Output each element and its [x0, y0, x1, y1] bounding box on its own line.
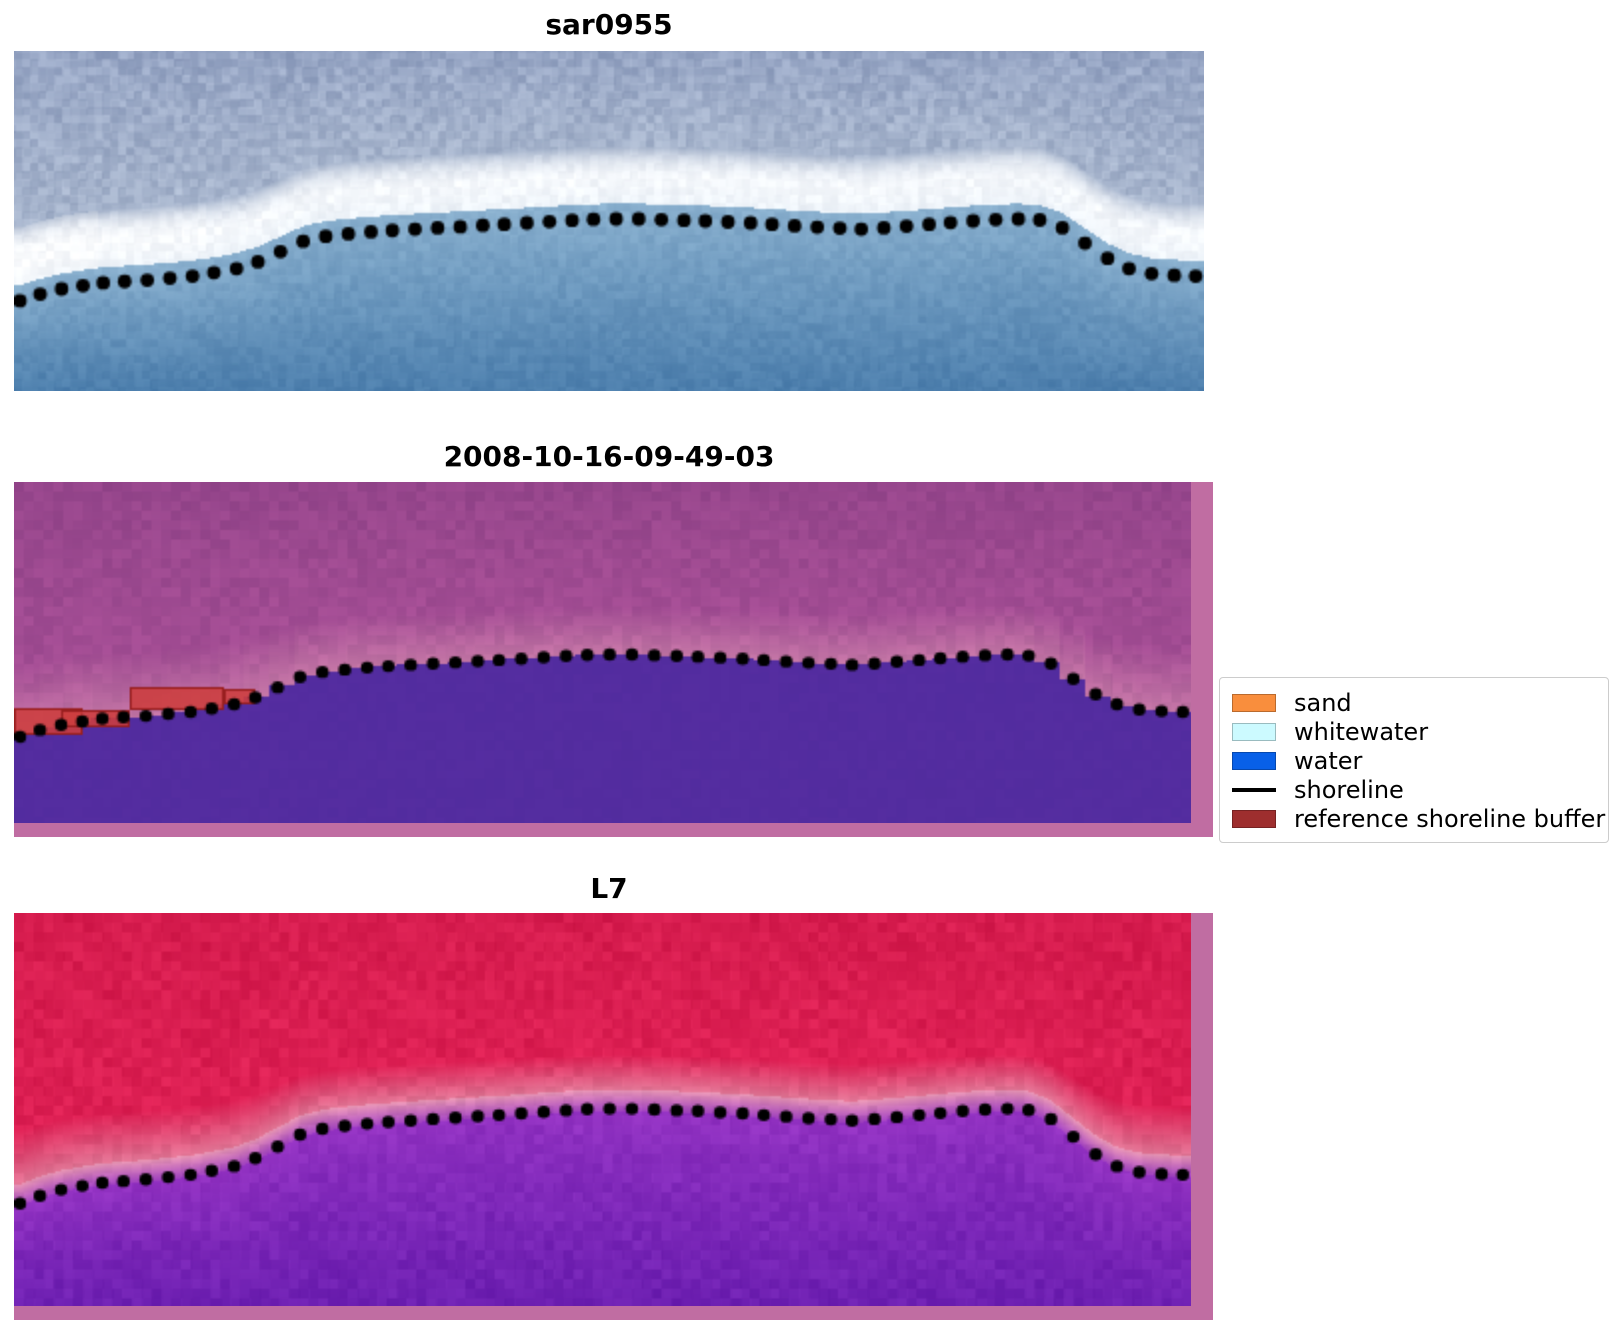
- sar-image-canvas: [14, 51, 1204, 391]
- panel-title-l7: L7: [590, 872, 628, 905]
- legend-swatch-shoreline-icon: [1232, 787, 1276, 792]
- legend-item-reference-shoreline-buffer[interactable]: reference shoreline buffer: [1232, 804, 1605, 833]
- legend-label: water: [1294, 746, 1363, 775]
- classified-image-canvas: [14, 482, 1191, 823]
- legend-item-shoreline[interactable]: shoreline: [1232, 775, 1596, 804]
- legend-label: shoreline: [1294, 775, 1404, 804]
- legend-item-water[interactable]: water: [1232, 746, 1596, 775]
- legend-swatch-sand-icon: [1232, 693, 1276, 712]
- legend-label: reference shoreline buffer: [1294, 804, 1606, 833]
- l7-image-canvas: [14, 913, 1191, 1306]
- legend-label: sand: [1294, 688, 1352, 717]
- panel-image-classified: [14, 482, 1213, 837]
- legend-swatch-whitewater-icon: [1232, 722, 1276, 741]
- panel-image-l7: [14, 913, 1213, 1320]
- legend-item-sand[interactable]: sand: [1232, 688, 1596, 717]
- panel-title-sar: sar0955: [545, 8, 673, 41]
- legend-swatch-water-icon: [1232, 751, 1276, 770]
- panel-title-classified: 2008-10-16-09-49-03: [443, 440, 775, 473]
- panel-image-sar: [14, 51, 1204, 391]
- legend-item-whitewater[interactable]: whitewater: [1232, 717, 1596, 746]
- legend: sand whitewater water shoreline reference sh…: [1219, 677, 1609, 843]
- legend-label: whitewater: [1294, 717, 1429, 746]
- legend-swatch-reference-shoreline-buffer-icon: [1232, 809, 1276, 828]
